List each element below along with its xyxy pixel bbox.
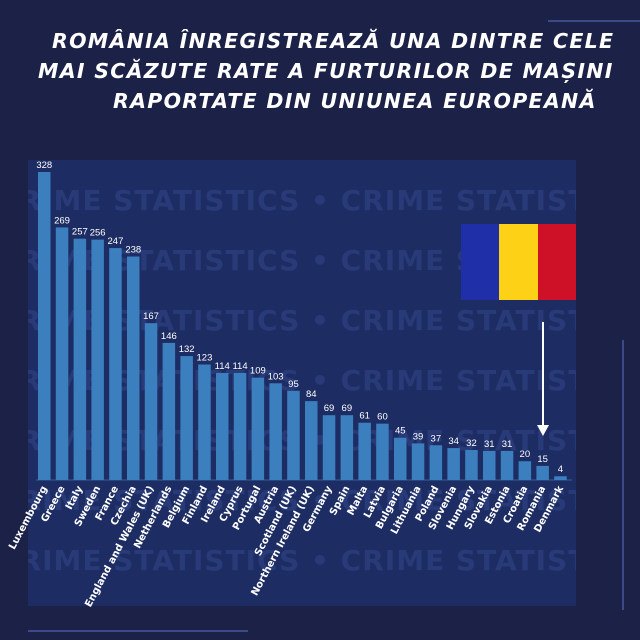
data-label: 69	[324, 403, 335, 414]
flag-stripe-yellow	[499, 224, 538, 300]
chart-title: ROMÂNIA ÎNREGISTREAZĂ UNA DINTRE CELE MA…	[20, 26, 620, 116]
data-label: 95	[288, 379, 299, 390]
data-label: 39	[413, 431, 424, 442]
data-label: 84	[306, 389, 317, 400]
data-label: 114	[215, 361, 230, 372]
frame-right-line	[622, 340, 624, 610]
frame-bottom-line	[28, 630, 248, 632]
bar	[483, 450, 496, 480]
flag-stripe-blue	[461, 224, 500, 300]
data-label: 269	[54, 215, 70, 226]
watermark-text: CRIME STATISTICS • CRIME STATISTICS • CR…	[28, 184, 576, 217]
data-label: 31	[502, 439, 513, 450]
data-label: 132	[179, 344, 195, 355]
data-label: 37	[431, 433, 442, 444]
data-label: 146	[161, 331, 177, 342]
data-label: 4	[558, 464, 563, 475]
bar	[500, 450, 514, 480]
bar	[109, 248, 122, 480]
data-label: 328	[36, 160, 52, 171]
data-label: 109	[250, 366, 266, 377]
bar	[465, 449, 478, 480]
bar	[287, 390, 300, 480]
title-line-1: ROMÂNIA ÎNREGISTREAZĂ UNA DINTRE CELE	[52, 29, 615, 53]
title-line-2: MAI SCĂZUTE RATE A FURTURILOR DE MAȘINI	[38, 59, 614, 83]
data-label: 60	[377, 412, 388, 423]
data-label: 114	[232, 361, 247, 372]
bar	[447, 448, 460, 480]
bar	[127, 256, 140, 480]
data-label: 238	[125, 245, 141, 256]
bar	[518, 461, 532, 480]
data-label: 31	[484, 439, 495, 450]
data-label: 123	[197, 353, 213, 364]
data-label: 247	[108, 236, 124, 247]
data-label: 20	[520, 449, 531, 460]
data-label: 32	[466, 438, 477, 449]
data-label: 45	[395, 426, 406, 437]
bar	[429, 445, 443, 480]
bar	[376, 423, 389, 480]
bar	[536, 465, 549, 480]
bar	[411, 443, 425, 480]
data-label: 103	[268, 371, 284, 382]
bar	[340, 415, 354, 480]
data-label: 15	[537, 454, 548, 465]
title-line-3: RAPORTATE DIN UNIUNEA EUROPEANĂ	[113, 89, 597, 113]
bar	[180, 356, 193, 480]
data-label: 257	[72, 227, 88, 238]
bar	[251, 377, 265, 480]
data-label: 167	[143, 311, 159, 322]
watermark-text: CRIME STATISTICS • CRIME STATISTICS • CR…	[28, 484, 576, 517]
watermark-text: CRIME STATISTICS • CRIME STATISTICS • CR…	[28, 544, 576, 577]
bar	[554, 476, 567, 480]
bar	[394, 437, 407, 480]
bar	[162, 342, 176, 480]
data-label: 69	[342, 403, 353, 414]
bar	[269, 383, 282, 480]
bar	[216, 372, 229, 480]
frame-top-line	[548, 20, 640, 22]
bar	[305, 401, 318, 480]
bar	[144, 323, 158, 480]
bar	[198, 364, 211, 480]
bar	[322, 415, 336, 480]
bar	[233, 372, 247, 480]
bar	[55, 227, 69, 480]
data-label: 256	[90, 228, 106, 239]
bar	[91, 239, 104, 480]
romania-flag	[461, 224, 576, 300]
data-label: 61	[359, 411, 370, 422]
bar	[73, 238, 87, 480]
bar	[38, 172, 51, 480]
data-label: 34	[448, 436, 459, 447]
flag-stripe-red	[537, 224, 576, 300]
bar	[358, 422, 371, 480]
